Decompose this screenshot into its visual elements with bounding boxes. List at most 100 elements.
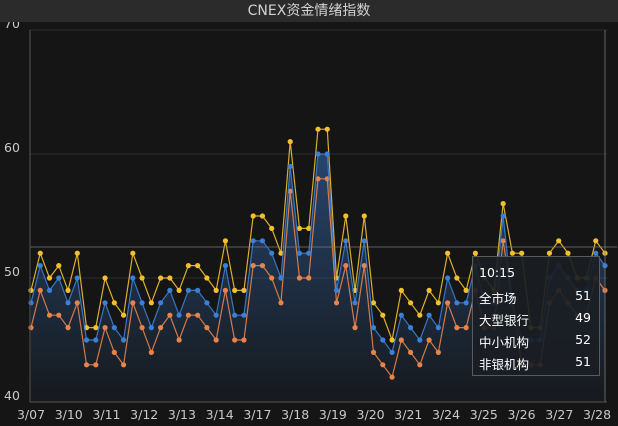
data-point	[28, 287, 34, 293]
data-point	[445, 250, 451, 256]
data-point	[130, 250, 136, 256]
data-point	[83, 362, 90, 368]
area-fill-path	[31, 154, 605, 402]
x-tick-label: 3/17	[243, 407, 271, 422]
data-point	[435, 325, 441, 331]
data-point	[139, 275, 145, 281]
data-point	[37, 263, 43, 269]
data-point	[361, 238, 367, 244]
x-tick-label: 3/20	[357, 407, 385, 422]
data-point	[232, 337, 238, 343]
data-point	[296, 225, 303, 231]
data-point	[167, 312, 173, 318]
data-point	[46, 275, 53, 281]
x-tick-label: 3/26	[507, 407, 535, 422]
data-point	[315, 151, 321, 157]
data-point	[56, 275, 62, 281]
data-point	[250, 263, 256, 269]
y-tick-label: 40	[4, 388, 20, 403]
data-point	[185, 263, 191, 269]
data-point	[426, 312, 432, 318]
data-point	[176, 337, 182, 343]
data-point	[500, 238, 506, 244]
data-point	[389, 349, 395, 355]
data-point	[380, 337, 386, 343]
chart-tooltip: 10:15 全市场 51 大型银行 49 中小机构 52 非银机构 51	[472, 256, 600, 376]
data-point	[269, 275, 275, 281]
data-point	[556, 238, 562, 244]
data-point	[158, 300, 164, 306]
tooltip-time: 10:15	[479, 265, 516, 280]
data-point	[111, 300, 117, 306]
data-point	[352, 325, 358, 331]
tooltip-row: 非银机构 51	[479, 354, 591, 374]
data-point	[102, 300, 108, 306]
data-point	[167, 287, 173, 293]
data-point	[361, 263, 367, 269]
data-point	[167, 275, 173, 281]
data-point	[195, 312, 201, 318]
data-point	[250, 213, 256, 219]
data-point	[204, 300, 210, 306]
data-point	[472, 250, 478, 256]
data-point	[195, 287, 201, 293]
data-point	[593, 238, 599, 244]
data-point	[370, 349, 377, 355]
data-point	[398, 312, 404, 318]
data-point	[74, 250, 80, 256]
data-point	[93, 325, 99, 331]
data-point	[278, 275, 284, 281]
data-point	[204, 275, 210, 281]
x-tick-label: 3/12	[130, 407, 158, 422]
data-point	[148, 349, 154, 355]
data-point	[519, 250, 525, 256]
tooltip-series-name: 全市场	[479, 291, 517, 306]
x-tick-label: 3/14	[206, 407, 234, 422]
data-point	[417, 337, 423, 343]
data-point	[333, 300, 340, 306]
x-axis: 3/07 3/10 3/11 3/12 3/13 3/14 3/17 3/18 3/19 3/20…	[17, 407, 611, 422]
chart-area-fill	[31, 154, 605, 402]
data-point	[158, 325, 164, 331]
data-point	[407, 349, 414, 355]
data-point	[389, 374, 395, 380]
data-point	[213, 287, 219, 293]
data-point	[269, 250, 275, 256]
data-point	[232, 287, 238, 293]
data-point	[259, 263, 266, 269]
y-tick-label: 60	[4, 140, 20, 155]
data-point	[250, 238, 256, 244]
data-point	[463, 287, 469, 293]
tooltip-row: 全市场 51	[479, 288, 591, 308]
data-point	[176, 312, 182, 318]
data-point	[111, 325, 117, 331]
data-point	[46, 312, 53, 318]
data-point	[500, 201, 506, 207]
chart-series	[28, 126, 608, 380]
data-point	[241, 287, 247, 293]
tooltip-series-value: 49	[575, 310, 591, 325]
data-point	[158, 275, 164, 281]
data-point	[500, 213, 506, 219]
x-tick-label: 3/25	[470, 407, 498, 422]
data-point	[315, 176, 321, 182]
data-point	[269, 225, 275, 231]
data-point	[398, 337, 404, 343]
data-point	[278, 300, 284, 306]
data-point	[139, 325, 145, 331]
data-point	[120, 337, 127, 343]
data-point	[65, 325, 71, 331]
data-point	[56, 312, 62, 318]
data-point	[417, 312, 423, 318]
data-point	[148, 325, 154, 331]
data-point	[213, 312, 219, 318]
data-point	[454, 325, 460, 331]
data-point	[93, 337, 99, 343]
data-point	[454, 300, 460, 306]
data-point	[222, 263, 229, 269]
data-point	[435, 349, 441, 355]
data-point	[370, 325, 377, 331]
data-point	[509, 250, 516, 256]
data-point	[259, 238, 266, 244]
